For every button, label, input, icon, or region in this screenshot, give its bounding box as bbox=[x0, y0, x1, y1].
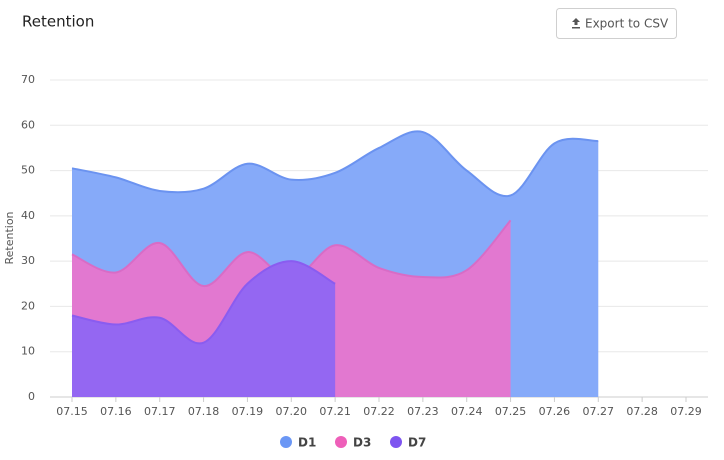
x-tick-label: 07.15 bbox=[56, 405, 88, 418]
y-tick-label: 10 bbox=[21, 345, 35, 358]
legend-swatch bbox=[390, 436, 402, 448]
legend-item[interactable]: D3 bbox=[335, 436, 371, 450]
legend-item[interactable]: D7 bbox=[390, 436, 426, 450]
x-tick-label: 07.20 bbox=[276, 405, 308, 418]
x-tick-label: 07.23 bbox=[407, 405, 439, 418]
y-tick-label: 50 bbox=[21, 164, 35, 177]
button-frame bbox=[556, 8, 677, 39]
area bbox=[72, 261, 336, 397]
button-label: Export to CSV bbox=[585, 17, 669, 31]
x-tick-label: 07.24 bbox=[451, 405, 483, 418]
export-button[interactable]: Export to CSV bbox=[556, 8, 677, 39]
x-tick-label: 07.17 bbox=[144, 405, 176, 418]
legend-item[interactable]: D1 bbox=[280, 436, 316, 450]
line bbox=[71, 130, 599, 198]
x-tick-label: 07.27 bbox=[583, 405, 615, 418]
legend-label: D7 bbox=[408, 436, 426, 450]
y-tick-label: 0 bbox=[28, 390, 35, 403]
legend-label: D3 bbox=[353, 436, 371, 450]
y-tick-label: 60 bbox=[21, 118, 35, 131]
upload-icon bbox=[572, 18, 580, 29]
y-axis-label: Retention bbox=[3, 211, 16, 264]
x-tick-label: 07.29 bbox=[670, 405, 702, 418]
x-tick-label: 07.26 bbox=[539, 405, 571, 418]
legend-swatch bbox=[335, 436, 347, 448]
x-tick-label: 07.22 bbox=[363, 405, 395, 418]
y-tick-label: 40 bbox=[21, 209, 35, 222]
x-tick-label: 07.16 bbox=[100, 405, 132, 418]
x-tick-label: 07.28 bbox=[626, 405, 658, 418]
x-tick-label: 07.25 bbox=[495, 405, 527, 418]
x-tick-label: 07.19 bbox=[232, 405, 264, 418]
legend-label: D1 bbox=[298, 436, 316, 450]
y-tick-label: 20 bbox=[21, 299, 35, 312]
line bbox=[71, 260, 336, 345]
x-tick-label: 07.18 bbox=[188, 405, 220, 418]
y-tick-label: 70 bbox=[21, 73, 35, 86]
legend-swatch bbox=[280, 436, 292, 448]
y-tick-label: 30 bbox=[21, 254, 35, 267]
chart-title: Retention bbox=[22, 13, 94, 31]
x-tick-label: 07.21 bbox=[319, 405, 351, 418]
